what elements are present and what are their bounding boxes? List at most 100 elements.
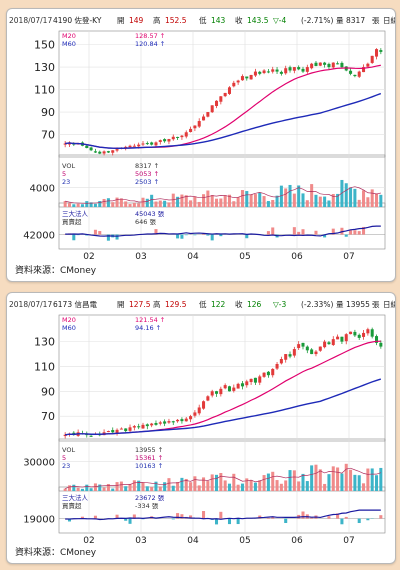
volume-bar bbox=[253, 482, 257, 491]
inst-net-bar bbox=[80, 516, 84, 519]
inst-net-bar bbox=[215, 518, 219, 525]
volume-bar bbox=[72, 484, 76, 491]
volume-bar bbox=[362, 483, 366, 491]
volume-bar bbox=[141, 482, 145, 491]
volume-bar bbox=[215, 198, 219, 207]
candle-body bbox=[176, 419, 180, 422]
candle-body bbox=[115, 429, 119, 434]
volume-legend-value: 5053 ↑ bbox=[135, 170, 159, 178]
candle-body bbox=[158, 140, 162, 142]
volume-bar bbox=[197, 201, 201, 207]
volume-bar bbox=[349, 187, 353, 207]
volume-bar bbox=[232, 201, 236, 207]
inst-net-bar bbox=[93, 229, 97, 235]
candle-body bbox=[215, 391, 219, 394]
inst-net-bar bbox=[353, 230, 357, 235]
inst-net-bar bbox=[180, 514, 184, 519]
volume-bar bbox=[310, 465, 314, 491]
candle-body bbox=[106, 431, 110, 433]
candle-body bbox=[141, 143, 145, 145]
candle-body bbox=[219, 388, 223, 395]
volume-bar bbox=[275, 195, 279, 207]
inst-legend-value: 45043 張 bbox=[135, 210, 165, 218]
volume-bar bbox=[249, 480, 253, 491]
candle-body bbox=[210, 391, 214, 396]
candle-body bbox=[336, 336, 340, 340]
candle-body bbox=[271, 368, 275, 376]
volume-bar bbox=[275, 480, 279, 491]
inst-net-bar bbox=[132, 514, 136, 519]
volume-bar bbox=[327, 474, 331, 491]
ma-legend-name: M60 bbox=[62, 40, 76, 48]
inst-net-bar bbox=[340, 518, 344, 525]
header-volume-label: 量 bbox=[336, 300, 344, 309]
chart-panel-1: 2018/07/17 4190 佐登-KY 開 149 高 152.5 低 143 收 143.5… bbox=[6, 8, 396, 282]
header-close-label: 收 bbox=[235, 15, 243, 25]
price-tick-label: 90 bbox=[41, 385, 55, 398]
volume-bar bbox=[111, 202, 115, 207]
pane-frame-0 bbox=[58, 30, 386, 158]
volume-bar bbox=[245, 478, 249, 491]
inst-net-bar bbox=[271, 227, 275, 235]
volume-bar bbox=[279, 185, 283, 207]
candle-body bbox=[98, 151, 102, 154]
volume-legend-name: 5 bbox=[62, 454, 66, 462]
volume-bar bbox=[305, 200, 309, 207]
inst-net-bar bbox=[227, 518, 231, 525]
candle-body bbox=[375, 336, 379, 343]
volume-bar bbox=[98, 201, 102, 207]
source-note: 資料來源：CMoney bbox=[15, 548, 97, 558]
volume-bar bbox=[249, 194, 253, 207]
inst-net-bar bbox=[72, 234, 76, 241]
volume-ma5-line bbox=[65, 186, 381, 204]
volume-bar bbox=[189, 482, 193, 491]
inst-net-bar bbox=[366, 518, 370, 521]
volume-bar bbox=[63, 201, 67, 207]
volume-bar bbox=[305, 481, 309, 491]
candle-body bbox=[163, 421, 167, 424]
volume-legend-value: 2503 ↑ bbox=[135, 178, 159, 186]
inst-net-bar bbox=[124, 518, 128, 521]
candle-body bbox=[379, 50, 383, 52]
candle-body bbox=[240, 76, 244, 81]
header-low: 143 bbox=[211, 16, 226, 25]
x-tick-label: 02 bbox=[83, 536, 94, 543]
price-tick-label: 110 bbox=[34, 84, 55, 97]
price-tick-label: 70 bbox=[41, 410, 55, 423]
volume-bar bbox=[80, 204, 84, 207]
volume-bar bbox=[215, 474, 219, 491]
candle-body bbox=[180, 419, 184, 422]
volume-bar bbox=[314, 464, 318, 491]
candle-body bbox=[258, 71, 262, 74]
volume-bar bbox=[375, 475, 379, 491]
candle-body bbox=[137, 426, 141, 428]
inst-tick-label: 19000 bbox=[23, 515, 55, 526]
volume-bar bbox=[344, 463, 348, 491]
ma20-line bbox=[65, 340, 381, 436]
candle-body bbox=[210, 105, 214, 113]
inst-net-bar bbox=[210, 234, 214, 241]
candle-body bbox=[189, 128, 193, 133]
candle-body bbox=[111, 430, 115, 433]
header-close-label: 收 bbox=[235, 299, 243, 309]
volume-tick-label: 30000 bbox=[23, 458, 55, 469]
ma-legend-name: M20 bbox=[62, 316, 76, 324]
candle-body bbox=[89, 435, 93, 437]
inst-net-bar bbox=[357, 518, 361, 524]
candle-body bbox=[115, 149, 119, 151]
header-low-label: 低 bbox=[199, 15, 207, 25]
volume-bar bbox=[258, 192, 262, 207]
candle-body bbox=[102, 151, 106, 154]
candle-body bbox=[219, 96, 223, 102]
inst-net-bar bbox=[67, 518, 71, 522]
volume-bar bbox=[344, 183, 348, 207]
candle-body bbox=[318, 62, 322, 66]
x-tick-label: 03 bbox=[135, 536, 146, 543]
volume-bar bbox=[137, 480, 141, 491]
candle-body bbox=[158, 422, 162, 424]
inst-net-bar bbox=[284, 518, 288, 524]
volume-bar bbox=[236, 197, 240, 207]
inst-legend-name: 三大法人 bbox=[62, 493, 89, 502]
volume-bar bbox=[262, 475, 266, 491]
candle-body bbox=[379, 342, 383, 347]
